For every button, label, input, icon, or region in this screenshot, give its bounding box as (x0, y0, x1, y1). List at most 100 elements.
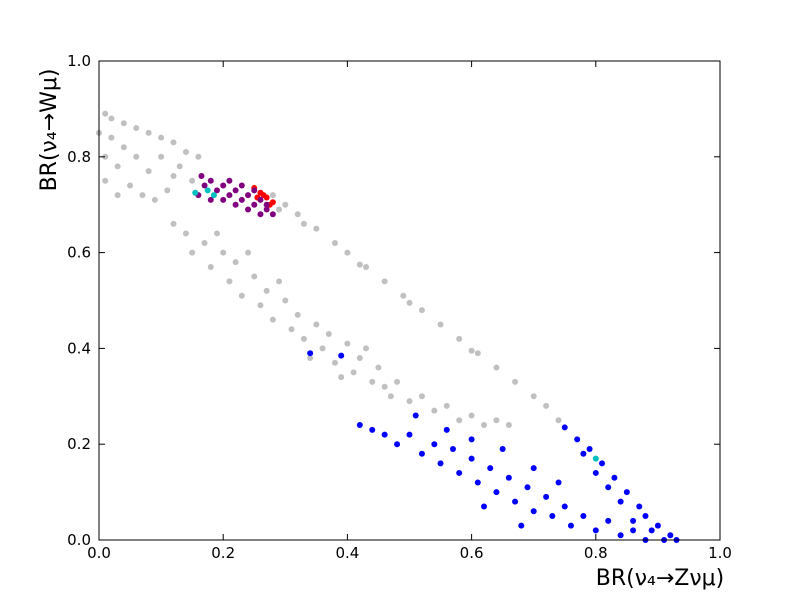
data-point (251, 187, 258, 194)
data-point (381, 383, 388, 390)
data-point (530, 465, 537, 472)
data-point (276, 278, 283, 285)
y-tick-label: 0.8 (67, 148, 91, 166)
data-point (481, 503, 488, 510)
data-point (493, 489, 500, 496)
data-point (356, 261, 363, 268)
data-point (586, 445, 593, 452)
data-point (580, 513, 587, 520)
data-point (245, 206, 252, 213)
data-point (263, 206, 270, 213)
data-point (605, 484, 612, 491)
data-point (133, 125, 140, 132)
data-point (120, 120, 127, 127)
x-axis-label: BR(ν₄→Zνμ) (596, 566, 724, 591)
data-point (592, 469, 599, 476)
data-point (636, 503, 643, 510)
data-point (114, 192, 121, 199)
data-point (437, 460, 444, 467)
data-point (331, 240, 338, 247)
data-point (226, 192, 233, 199)
data-point (481, 422, 488, 429)
data-point (238, 182, 245, 189)
data-point (611, 474, 618, 481)
data-point (220, 196, 227, 203)
data-point (127, 182, 134, 189)
data-point (561, 503, 568, 510)
data-point (189, 177, 196, 184)
data-point (192, 189, 199, 196)
y-tick-label: 0.2 (67, 435, 91, 453)
data-point (592, 527, 599, 534)
data-point (300, 335, 307, 342)
data-point (499, 445, 506, 452)
data-point (381, 431, 388, 438)
data-point (493, 364, 500, 371)
data-point (512, 378, 519, 385)
x-tick-label: 0.6 (460, 544, 484, 562)
data-point (350, 369, 357, 376)
data-point (108, 134, 115, 141)
y-axis-label: BR(ν₄→Wμ) (37, 69, 62, 192)
data-point (226, 177, 233, 184)
data-point (387, 393, 394, 400)
data-point (599, 460, 606, 467)
data-point (394, 441, 401, 448)
data-point (468, 455, 475, 462)
x-tick-label: 0.0 (87, 544, 111, 562)
data-point (263, 201, 270, 208)
data-point (133, 153, 140, 160)
data-point (468, 347, 475, 354)
data-point (195, 153, 202, 160)
data-point (400, 292, 407, 299)
data-point (431, 441, 438, 448)
data-point (369, 426, 376, 433)
data-point (319, 345, 326, 352)
data-point (232, 259, 239, 266)
data-point (269, 316, 276, 323)
data-point (207, 196, 214, 203)
data-point (505, 474, 512, 481)
data-point (300, 220, 307, 227)
data-point (592, 455, 599, 462)
data-point (580, 450, 587, 457)
plot-frame (98, 60, 721, 541)
data-point (642, 513, 649, 520)
data-point (418, 450, 425, 457)
data-point (474, 350, 481, 357)
data-point (257, 196, 264, 203)
data-point (468, 412, 475, 419)
data-point (474, 479, 481, 486)
data-point (238, 292, 245, 299)
data-point (443, 426, 450, 433)
data-point (325, 331, 332, 338)
data-point (263, 287, 270, 294)
data-point (648, 527, 655, 534)
data-point (204, 187, 211, 194)
data-point (555, 479, 562, 486)
data-point (145, 168, 152, 175)
data-point (198, 172, 205, 179)
data-point (617, 498, 624, 505)
y-tick-label: 1.0 (67, 52, 91, 70)
data-point (518, 522, 525, 529)
data-point (182, 230, 189, 237)
data-point (443, 402, 450, 409)
data-point (226, 278, 233, 285)
data-point (120, 144, 127, 151)
data-point (549, 513, 556, 520)
data-point (567, 522, 574, 529)
data-point (487, 465, 494, 472)
data-point (524, 484, 531, 491)
data-point (114, 163, 121, 170)
data-point (232, 187, 239, 194)
data-point (369, 378, 376, 385)
data-point (251, 273, 258, 280)
data-point (189, 249, 196, 256)
data-point (543, 402, 550, 409)
data-point (158, 153, 165, 160)
data-point (437, 321, 444, 328)
data-point (505, 422, 512, 429)
data-point (431, 407, 438, 414)
data-point (201, 240, 208, 247)
